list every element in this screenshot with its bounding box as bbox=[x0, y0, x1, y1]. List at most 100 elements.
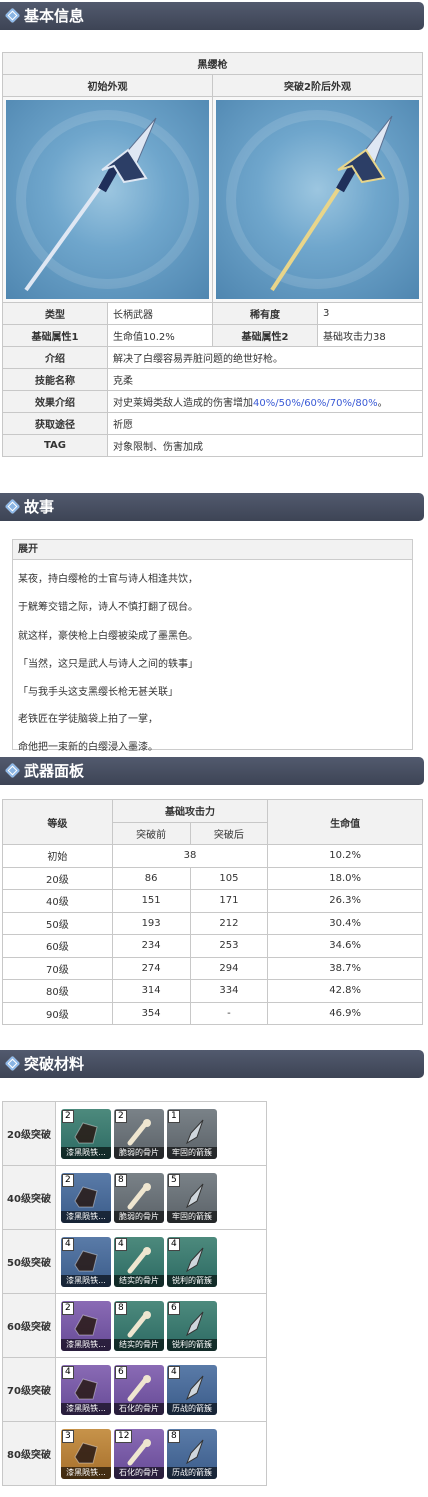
story-line: 「与我手头这支黑缨长枪无甚关联」 bbox=[18, 687, 178, 698]
stats-table: 等级 基础攻击力 生命值 突破前 突破后 初始 38 10.2% 20级 86 10… bbox=[2, 799, 423, 1025]
material-item[interactable]: 4 历战的箭簇 bbox=[167, 1364, 217, 1415]
after-cell: 253 bbox=[189, 934, 269, 958]
material-item[interactable]: 12 石化的骨片 bbox=[114, 1428, 164, 1479]
chunk-icon bbox=[74, 1185, 98, 1207]
material-item[interactable]: 2 脆弱的骨片 bbox=[114, 1108, 164, 1159]
material-item[interactable]: 6 锐利的箭簇 bbox=[167, 1300, 217, 1351]
before-cell: 274 bbox=[111, 956, 191, 980]
skill-value: 克柔 bbox=[107, 368, 423, 391]
section-title: 武器面板 bbox=[24, 762, 85, 780]
chunk-icon bbox=[74, 1441, 98, 1463]
materials-cell: 4 漆黑陨铁... 4 结实的骨片 4 锐利的箭簇 bbox=[55, 1229, 267, 1294]
table-row: 60级 234 253 34.6% bbox=[2, 934, 423, 958]
chunk-icon bbox=[74, 1377, 98, 1399]
table-row: 90级 354-46.9% bbox=[2, 1001, 423, 1025]
effect-label: 效果介绍 bbox=[2, 390, 108, 413]
table-row: 80级 314 334 42.8% bbox=[2, 979, 423, 1003]
ascension-level: 50级突破 bbox=[2, 1229, 56, 1294]
intro-label: 介绍 bbox=[2, 346, 108, 369]
material-item[interactable]: 2 漆黑陨铁... bbox=[61, 1108, 111, 1159]
material-item[interactable]: 8 历战的箭簇 bbox=[167, 1428, 217, 1479]
material-count: 12 bbox=[115, 1429, 133, 1443]
chunk-icon bbox=[74, 1121, 98, 1143]
material-item[interactable]: 5 牢固的箭簇 bbox=[167, 1172, 217, 1223]
bone-icon bbox=[127, 1310, 151, 1337]
hp-cell: 18.0% bbox=[267, 866, 423, 890]
after-cell: 171 bbox=[189, 889, 269, 913]
type-value: 长柄武器 bbox=[107, 302, 213, 325]
before-header: 突破前 bbox=[111, 821, 191, 845]
diamond-icon bbox=[4, 7, 21, 24]
materials-cell: 2 漆黑陨铁... 2 脆弱的骨片 1 牢固的箭簇 bbox=[55, 1101, 267, 1166]
ascension-row: 50级突破 4 漆黑陨铁... 4 结实的骨片 4 锐利的箭簇 bbox=[2, 1229, 267, 1294]
material-name: 漆黑陨铁... bbox=[61, 1146, 111, 1159]
bone-icon bbox=[127, 1374, 151, 1401]
source-label: 获取途径 bbox=[2, 412, 108, 435]
hp-cell: 26.3% bbox=[267, 889, 423, 913]
source-value: 祈愿 bbox=[107, 412, 423, 435]
hp-header: 生命值 bbox=[267, 799, 423, 845]
material-name: 漆黑陨铁... bbox=[61, 1466, 111, 1479]
material-name: 历战的箭簇 bbox=[167, 1402, 217, 1415]
material-count: 2 bbox=[115, 1109, 127, 1123]
material-item[interactable]: 4 锐利的箭簇 bbox=[167, 1236, 217, 1287]
material-name: 牢固的箭簇 bbox=[167, 1146, 217, 1159]
level-cell: 80级 bbox=[2, 979, 113, 1003]
material-name: 历战的箭簇 bbox=[167, 1466, 217, 1479]
material-item[interactable]: 8 脆弱的骨片 bbox=[114, 1172, 164, 1223]
section-header-story: 故事 bbox=[0, 493, 424, 521]
weapon-image-initial[interactable] bbox=[2, 96, 213, 303]
material-name: 脆弱的骨片 bbox=[114, 1146, 164, 1159]
section-title: 基本信息 bbox=[24, 7, 85, 25]
effect-text: 对史莱姆类敌人造成的伤害增加 bbox=[113, 398, 253, 409]
material-count: 8 bbox=[115, 1301, 127, 1315]
look-initial-label: 初始外观 bbox=[2, 74, 213, 97]
chunk-icon bbox=[74, 1313, 98, 1335]
material-count: 3 bbox=[62, 1429, 74, 1443]
weapon-info-table: 黑缨枪 初始外观 突破2阶后外观 类型 长柄武器 稀有度 3 bbox=[2, 52, 423, 457]
material-item[interactable]: 4 漆黑陨铁... bbox=[61, 1364, 111, 1415]
story-line: 于觥筹交错之际，诗人不慎打翻了砚台。 bbox=[18, 602, 198, 613]
material-item[interactable]: 3 漆黑陨铁... bbox=[61, 1428, 111, 1479]
before-cell: 314 bbox=[111, 979, 191, 1003]
ascension-level: 80级突破 bbox=[2, 1421, 56, 1486]
section-header-panel: 武器面板 bbox=[0, 757, 424, 785]
arrowhead-icon bbox=[185, 1183, 204, 1208]
material-item[interactable]: 6 石化的骨片 bbox=[114, 1364, 164, 1415]
table-row: 50级 193 212 30.4% bbox=[2, 911, 423, 935]
table-row: 40级 151 171 26.3% bbox=[2, 889, 423, 913]
before-cell: 193 bbox=[111, 911, 191, 935]
material-name: 石化的骨片 bbox=[114, 1466, 164, 1479]
weapon-image-ascended[interactable] bbox=[212, 96, 423, 303]
material-item[interactable]: 8 结实的骨片 bbox=[114, 1300, 164, 1351]
material-item[interactable]: 2 漆黑陨铁... bbox=[61, 1172, 111, 1223]
tag-label: TAG bbox=[2, 434, 108, 457]
story-line: 「当然，这只是武人与诗人之间的轶事」 bbox=[18, 659, 198, 670]
material-count: 2 bbox=[62, 1109, 74, 1123]
material-name: 脆弱的骨片 bbox=[114, 1210, 164, 1223]
before-cell: 86 bbox=[111, 866, 191, 890]
table-row: 20级 86 105 18.0% bbox=[2, 866, 423, 890]
material-item[interactable]: 4 结实的骨片 bbox=[114, 1236, 164, 1287]
level-cell: 初始 bbox=[2, 844, 113, 868]
arrowhead-icon bbox=[185, 1375, 204, 1400]
bone-icon bbox=[127, 1118, 151, 1145]
level-cell: 20级 bbox=[2, 866, 113, 890]
ascension-row: 60级突破 2 漆黑陨铁... 8 结实的骨片 6 锐利的箭簇 bbox=[2, 1293, 267, 1358]
arrowhead-icon bbox=[185, 1439, 204, 1464]
materials-cell: 3 漆黑陨铁... 12 石化的骨片 8 历战的箭簇 bbox=[55, 1421, 267, 1486]
level-header: 等级 bbox=[2, 799, 113, 845]
story-expand-toggle[interactable]: 展开 bbox=[13, 540, 412, 560]
material-count: 4 bbox=[168, 1237, 180, 1251]
material-item[interactable]: 2 漆黑陨铁... bbox=[61, 1300, 111, 1351]
skill-label: 技能名称 bbox=[2, 368, 108, 391]
level-cell: 90级 bbox=[2, 1001, 113, 1025]
hp-cell: 30.4% bbox=[267, 911, 423, 935]
materials-cell: 2 漆黑陨铁... 8 脆弱的骨片 5 牢固的箭簇 bbox=[55, 1165, 267, 1230]
materials-cell: 2 漆黑陨铁... 8 结实的骨片 6 锐利的箭簇 bbox=[55, 1293, 267, 1358]
effect-values: 40%/50%/60%/70%/80% bbox=[253, 398, 378, 409]
material-item[interactable]: 1 牢固的箭簇 bbox=[167, 1108, 217, 1159]
before-cell: 151 bbox=[111, 889, 191, 913]
material-name: 漆黑陨铁... bbox=[61, 1402, 111, 1415]
material-item[interactable]: 4 漆黑陨铁... bbox=[61, 1236, 111, 1287]
